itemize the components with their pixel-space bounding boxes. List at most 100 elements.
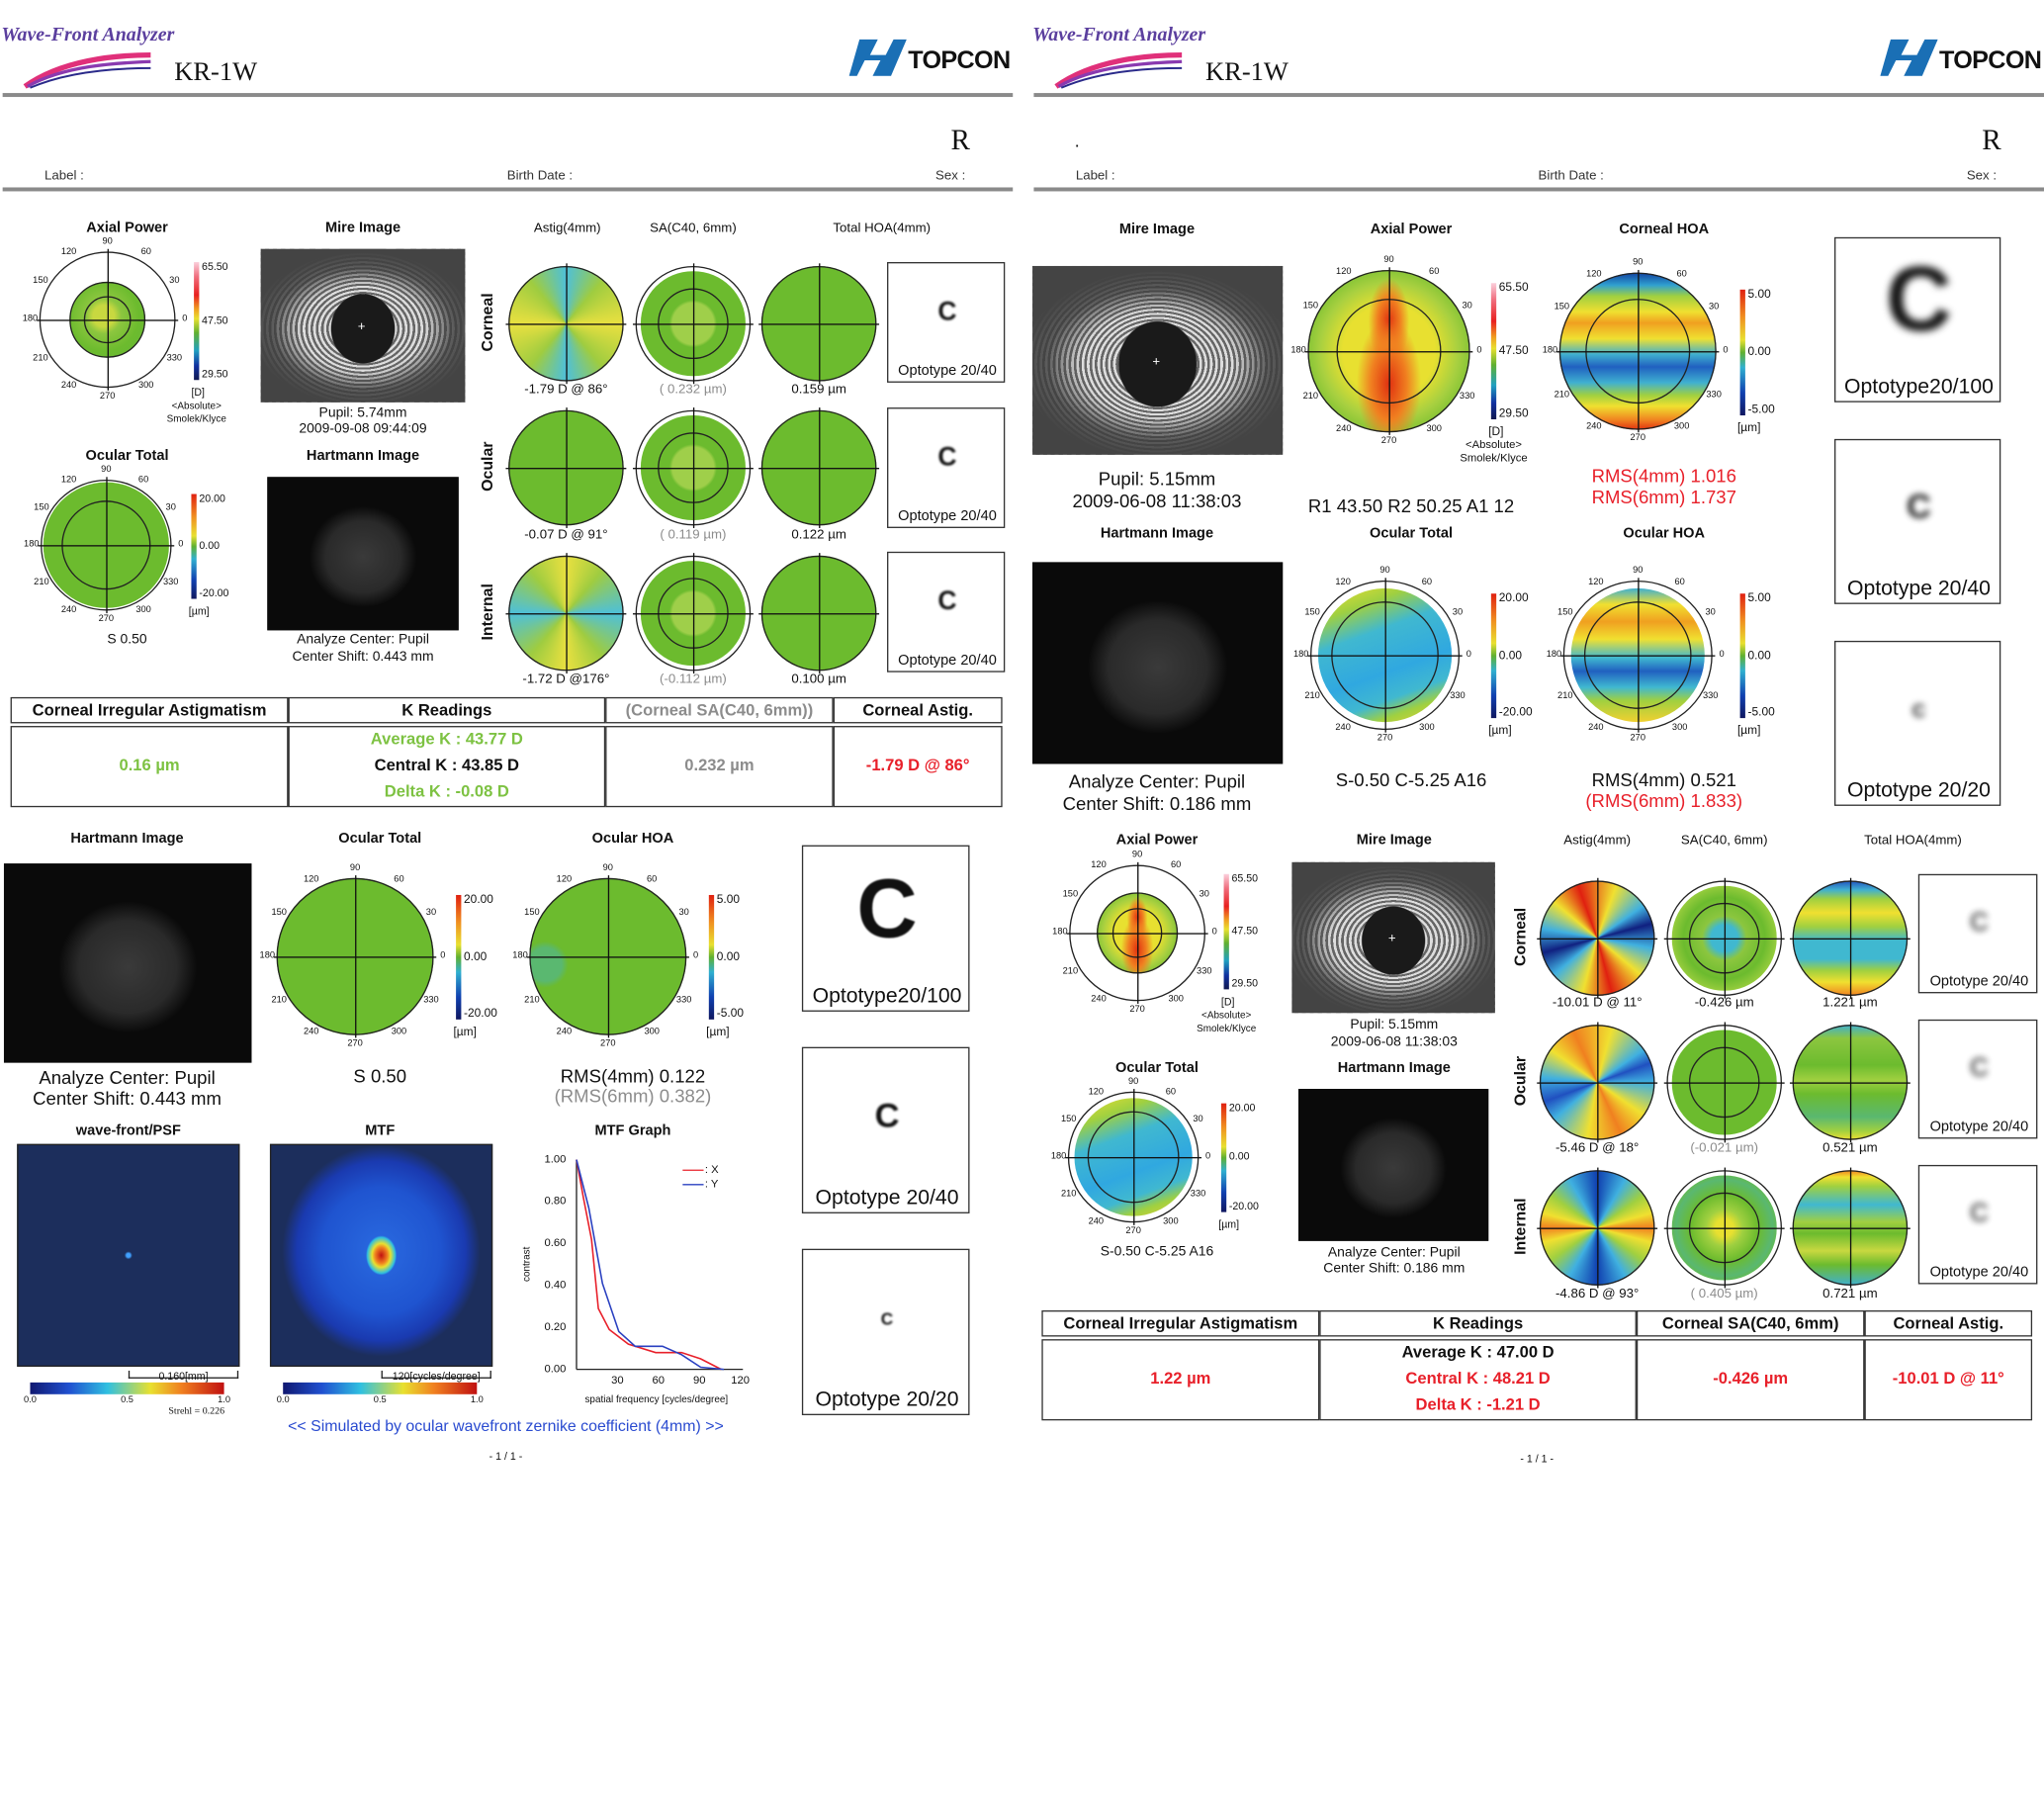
corneal-astig-value: -1.79 D @ 86°: [865, 756, 970, 775]
scale-unit-label: [µm]: [706, 1025, 730, 1038]
mire-image: +: [1032, 265, 1284, 455]
rms-4mm: RMS(4mm) 1.016: [1591, 465, 1736, 487]
crosshair-v: [1384, 578, 1386, 733]
scale-unit-label: [D]: [1220, 995, 1235, 1008]
crosshair-h: [1066, 933, 1208, 935]
angle-label: 240: [1088, 1216, 1105, 1226]
capture-datetime: 2009-06-08 11:38:03: [1330, 1033, 1458, 1050]
crosshair-v: [1724, 1167, 1727, 1289]
table-body-cell: [10, 726, 289, 808]
psf-tick: 0.0: [24, 1395, 37, 1405]
map-inner-ring: [1583, 601, 1692, 709]
mire-center-cross: +: [1152, 354, 1161, 370]
angle-label: 60: [1171, 860, 1182, 870]
mire-image: +: [260, 248, 466, 403]
angle-label: 30: [1452, 607, 1464, 618]
optotype-c-icon: C: [874, 1095, 900, 1135]
crosshair-v: [566, 407, 568, 528]
scale-max-label: 20.00: [1498, 590, 1529, 604]
axial-formula-label: Smolek/Klyce: [166, 412, 226, 425]
angle-label: 270: [1380, 436, 1397, 446]
column-header: Total HOA(4mm): [1864, 833, 1962, 848]
table-header: Corneal Irregular Astigmatism: [1063, 1314, 1298, 1333]
crosshair-v: [1638, 269, 1640, 433]
angle-label: 90: [1633, 258, 1644, 268]
angle-label: 90: [101, 465, 112, 475]
analyze-center: Analyze Center: Pupil: [1327, 1245, 1461, 1261]
axial-formula-label: Smolek/Klyce: [1197, 1022, 1257, 1034]
rms-6mm: (RMS(6mm) 0.382): [554, 1085, 712, 1107]
table-header: Corneal Astig.: [862, 701, 973, 720]
grid-value: (-0.112 µm): [660, 672, 727, 686]
angle-label: 60: [1676, 270, 1687, 280]
angle-label: 30: [425, 907, 437, 918]
map-inner-ring: [1688, 1192, 1760, 1264]
optotype-c-icon: C: [937, 297, 957, 326]
angle-label: 120: [303, 875, 319, 885]
table-body-cell: [605, 726, 834, 808]
angle-label: 330: [423, 995, 439, 1005]
color-scale-bar: [456, 894, 462, 1020]
crosshair-v: [1849, 877, 1852, 999]
model-name: KR-1W: [1205, 57, 1289, 87]
axial-mode-label: <Absolute>: [1466, 437, 1522, 452]
table-header: K Readings: [1433, 1314, 1524, 1333]
map-inner-ring: [1336, 298, 1442, 404]
wavefront-analyzer-logo: Wave-Front Analyzer: [1032, 26, 1216, 92]
capture-datetime: 2009-06-08 11:38:03: [1072, 490, 1242, 512]
angle-label: 180: [512, 951, 528, 961]
angle-label: 120: [60, 475, 77, 485]
scale-max-label: 20.00: [464, 892, 493, 906]
ocular-total-title: Ocular Total: [338, 830, 422, 847]
grid-map: [632, 407, 754, 528]
angle-label: 150: [33, 276, 48, 286]
table-header: (Corneal SA(C40, 6mm)): [625, 701, 814, 720]
axial-power-title: Axial Power: [1370, 221, 1453, 237]
crosshair-h: [526, 956, 689, 958]
map-outline: [635, 265, 752, 382]
table-body-cell: [288, 726, 606, 808]
mtf-scale-line: [381, 1370, 491, 1379]
scale-unit-label: [D]: [191, 386, 206, 399]
mire-image-title: Mire Image: [1118, 221, 1196, 237]
grid-value: -4.86 D @ 93°: [1555, 1286, 1640, 1301]
angle-label: 30: [169, 276, 180, 286]
angle-label: 90: [349, 863, 361, 873]
angle-label: 180: [1546, 650, 1562, 660]
ocular-total-result: S 0.50: [353, 1065, 407, 1087]
scale-mid-label: 0.00: [464, 949, 488, 963]
table-body-cell: [1319, 1339, 1637, 1421]
angle-label: 330: [162, 577, 179, 587]
optotype-box-large: C Optotype20/100: [801, 845, 970, 1012]
rms-6mm: (RMS(6mm) 1.833): [1585, 790, 1743, 812]
angle-label: 240: [60, 381, 77, 392]
mtf-tick: 1.0: [470, 1395, 484, 1405]
label-field: Label :: [44, 168, 84, 183]
axial-power-map: [1304, 267, 1473, 435]
grid-value: 0.122 µm: [791, 527, 846, 542]
mire-center-cross: +: [357, 319, 366, 334]
angle-label: 120: [60, 247, 77, 257]
mtf-scale-label: 120[cycles/degree]: [392, 1370, 481, 1383]
column-header: Total HOA(4mm): [833, 221, 932, 235]
psf-tick: 0.5: [121, 1395, 133, 1405]
ocular-total-title: Ocular Total: [85, 448, 169, 464]
scale-mid-label: 0.00: [716, 949, 741, 963]
scale-max-label: 5.00: [716, 892, 741, 906]
angle-label: 210: [524, 995, 540, 1005]
pupil-size: Pupil: 5.15mm: [1350, 1017, 1439, 1033]
psf-scale-label: 0.160[mm]: [158, 1370, 209, 1383]
angle-label: 210: [1554, 390, 1570, 400]
optotype-box-large: C Optotype 20/20: [801, 1248, 970, 1415]
angle-label: 90: [1633, 566, 1644, 576]
rms-4mm: RMS(4mm) 0.521: [1591, 769, 1736, 791]
angle-label: 150: [1302, 301, 1319, 311]
optotype-box-large: C Optotype 20/20: [1834, 640, 2001, 806]
mire-image-title: Mire Image: [324, 220, 401, 236]
page-number: - 1 / 1 -: [1520, 1452, 1555, 1465]
scale-min-label: -5.00: [1747, 402, 1775, 416]
angle-label: 180: [1052, 928, 1068, 938]
grid-value: ( 0.119 µm): [660, 527, 727, 542]
rms-4mm: RMS(4mm) 0.122: [560, 1065, 706, 1087]
angle-label: 240: [1091, 994, 1107, 1005]
